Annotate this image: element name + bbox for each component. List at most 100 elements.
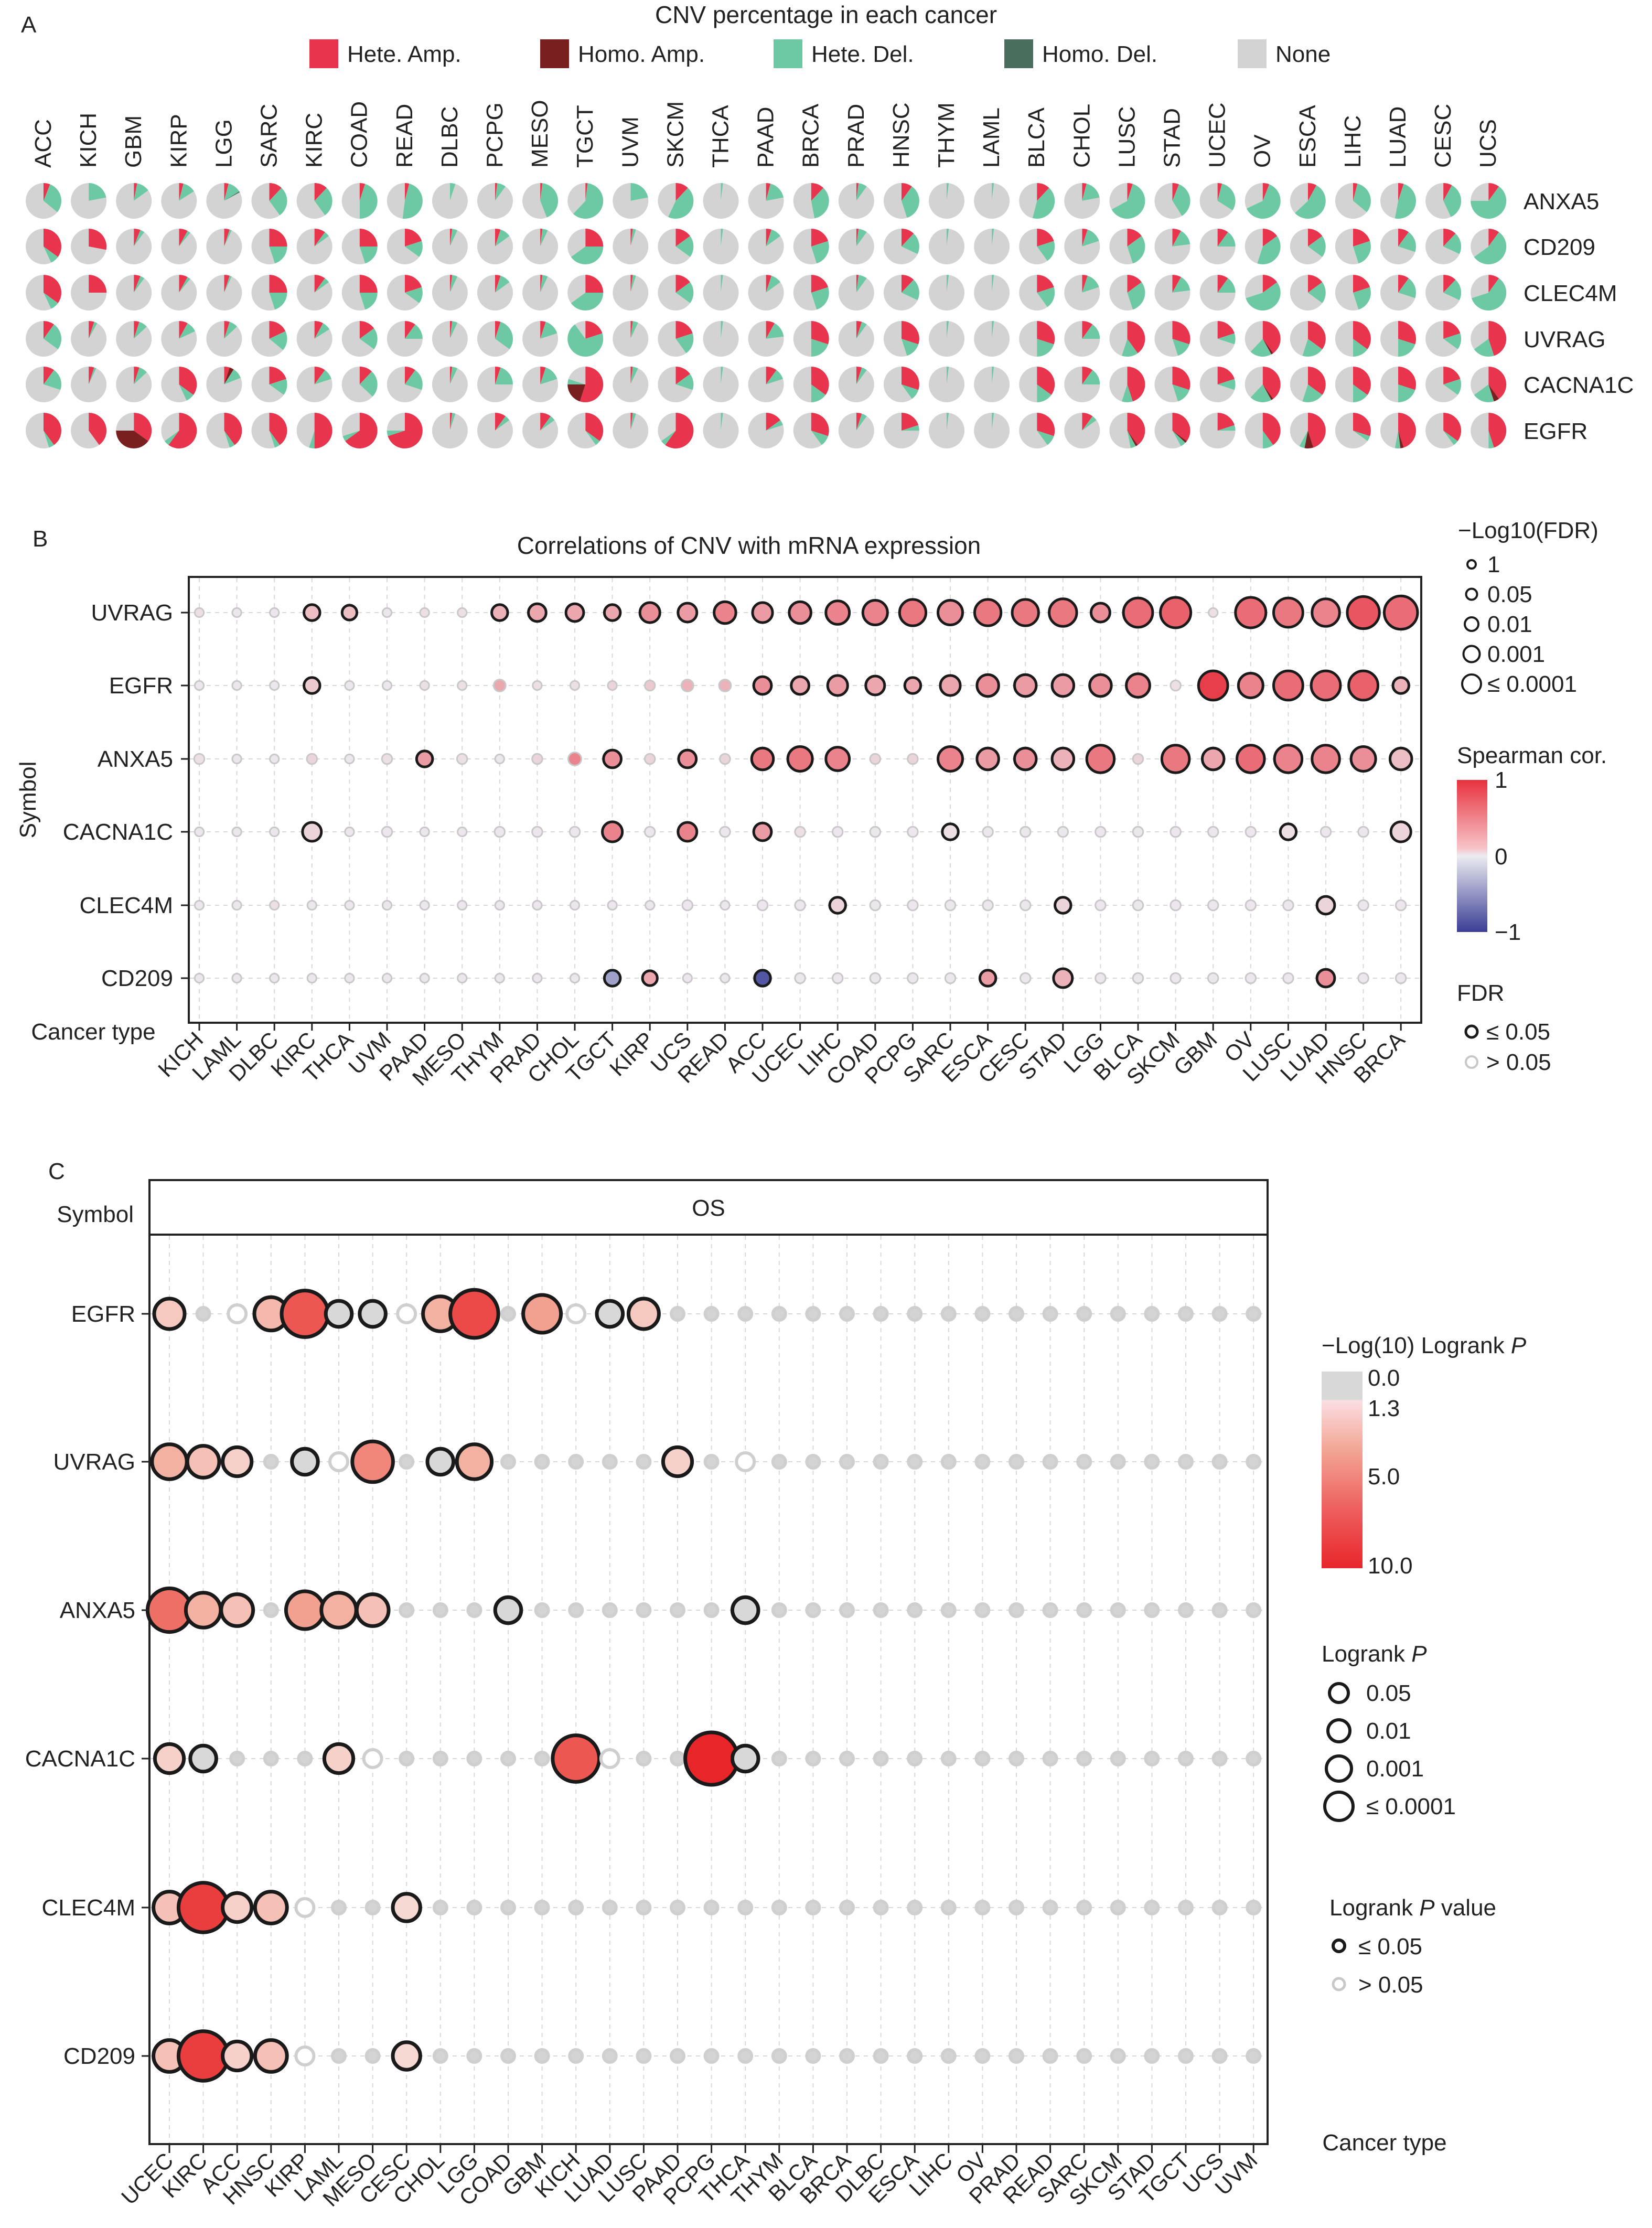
pie-CLEC4M-OV [1245, 275, 1281, 310]
pie-CD209-OV [1245, 229, 1281, 265]
panel-b-legend: −Log10(FDR) 1 0.05 0.01 0.001 ≤ 0.0001 Spearma… [1457, 518, 1607, 1075]
pie-slice [449, 229, 453, 247]
pie-slice [404, 275, 422, 293]
a-cancer-label: GBM [121, 115, 146, 168]
a-cancer-label: ESCA [1295, 105, 1321, 168]
a-cancer-label: DLBC [437, 106, 463, 168]
pie-slice [630, 275, 636, 293]
b-dot-EGFR-KIRC [303, 676, 321, 695]
panel-c: C OS Symbol EGFR UVRAG ANXA5 CACNA1C CLEC4M C… [25, 1159, 1527, 2211]
panel-c-xlabel: Cancer type [1322, 2130, 1446, 2156]
pie-CACNA1C-BRCA [793, 367, 829, 402]
pie-slice [522, 413, 559, 448]
pie-slice [404, 183, 410, 201]
pie-slice [1307, 236, 1326, 257]
pie-slice [766, 321, 775, 339]
pie-slice [580, 367, 604, 403]
c-dot-ANXA5-ESCA [907, 1602, 923, 1618]
pie-slice [901, 384, 919, 399]
b-dot-CD209-CHOL [569, 972, 581, 984]
pie-slice [359, 229, 378, 247]
pie-UVRAG-SKCM [658, 321, 694, 357]
b-dot-EGFR-DLBC [269, 680, 280, 691]
pie-slice [224, 431, 235, 448]
pie-slice [44, 370, 62, 390]
pie-CLEC4M-UVM [613, 275, 649, 311]
c-dot-ANXA5-CHOL [432, 1602, 448, 1618]
c-pval-legend-dot [1332, 1938, 1346, 1953]
c-dot-CLEC4M-KIRP [294, 1897, 316, 1918]
panel-c-legend: −Log(10) Logrank P 0.0 1.3 5.0 10.0 Logrank P… [1322, 1333, 1527, 1998]
pie-slice [495, 322, 513, 349]
b-dot-UVRAG-PRAD [527, 602, 548, 623]
pie-EGFR-THYM [928, 413, 964, 448]
pie-slice [1488, 431, 1494, 448]
pie-slice [116, 431, 148, 448]
pie-CD209-COAD [341, 229, 378, 264]
b-dot-CD209-OV [1245, 972, 1257, 984]
pie-slice [992, 321, 994, 339]
pie-slice [44, 321, 54, 339]
pie-EGFR-KIRP [161, 413, 197, 448]
c-dot-CACNA1C-ESCA [907, 1751, 923, 1766]
pie-slice [766, 275, 772, 293]
b-dot-UVRAG-DLBC [269, 607, 280, 618]
b-dot-ANXA5-STAD [1050, 746, 1076, 772]
pie-slice [495, 229, 501, 247]
pie-ANXA5-LUSC [1109, 183, 1145, 219]
pie-slice [134, 321, 140, 339]
c-dot-ANXA5-THYM [771, 1602, 787, 1618]
panel-c-frame [148, 1234, 1269, 2145]
c-dot-UVRAG-MESO [350, 1439, 395, 1484]
c-dot-CD209-LUSC [636, 2048, 652, 2064]
c-dot-ANXA5-PAAD [670, 1602, 685, 1618]
c-dot-EGFR-THYM [771, 1306, 787, 1322]
b-dot-ANXA5-LIHC [824, 746, 851, 772]
pie-slice [1217, 413, 1235, 431]
pie-slice [116, 275, 152, 310]
pie-slice [1488, 275, 1499, 293]
pie-slice [856, 413, 867, 431]
pie-UVRAG-PAAD [748, 321, 784, 357]
pie-slice [269, 367, 286, 384]
c-dot-UVRAG-ESCA [907, 1454, 923, 1470]
pie-slice [1474, 232, 1507, 264]
b-dot-EGFR-TGCT [607, 680, 618, 691]
pie-slice [1019, 413, 1048, 448]
pie-slice [630, 321, 633, 339]
pie-slice [540, 229, 543, 247]
pie-slice [1471, 321, 1489, 349]
pie-ANXA5-GBM [116, 183, 152, 219]
pie-slice [206, 413, 230, 448]
pie-slice [1398, 229, 1409, 247]
pie-CD209-STAD [1154, 229, 1190, 264]
panel-b: B Correlations of CNV with mRNA expressi… [15, 518, 1607, 1090]
panel-b-ylabel: Symbol [15, 762, 41, 839]
pie-slice [359, 293, 378, 310]
b-dot-UVRAG-PAAD [419, 607, 430, 618]
pie-slice [269, 229, 287, 247]
pie-slice [25, 275, 51, 311]
a-cancer-label: UCS [1475, 119, 1501, 168]
pie-slice [359, 367, 372, 384]
pie-ANXA5-PAAD [748, 183, 784, 219]
pie-slice [359, 328, 378, 349]
pie-CLEC4M-READ [387, 275, 423, 311]
b-dot-EGFR-READ [718, 679, 732, 692]
b-dot-EGFR-PAAD [419, 680, 430, 691]
pie-ANXA5-OV [1245, 183, 1281, 219]
c-dot-ANXA5-LAML [319, 1591, 358, 1630]
pie-slice [947, 229, 949, 247]
pie-ANXA5-KIRP [161, 183, 197, 219]
pie-UVRAG-LGG [206, 321, 242, 357]
pie-CLEC4M-PAAD [748, 275, 784, 310]
c-dot-EGFR-ESCA [907, 1306, 923, 1322]
pie-slice [1217, 278, 1236, 293]
pie-CACNA1C-PAAD [748, 367, 784, 403]
pie-slice [1307, 183, 1317, 201]
pie-slice [766, 370, 783, 384]
b-size-legend-label: 0.05 [1487, 582, 1532, 607]
c-dot-CLEC4M-ESCA [907, 1900, 923, 1915]
pie-UVRAG-CHOL [1064, 321, 1100, 357]
b-dot-ANXA5-LUAD [1311, 744, 1341, 774]
